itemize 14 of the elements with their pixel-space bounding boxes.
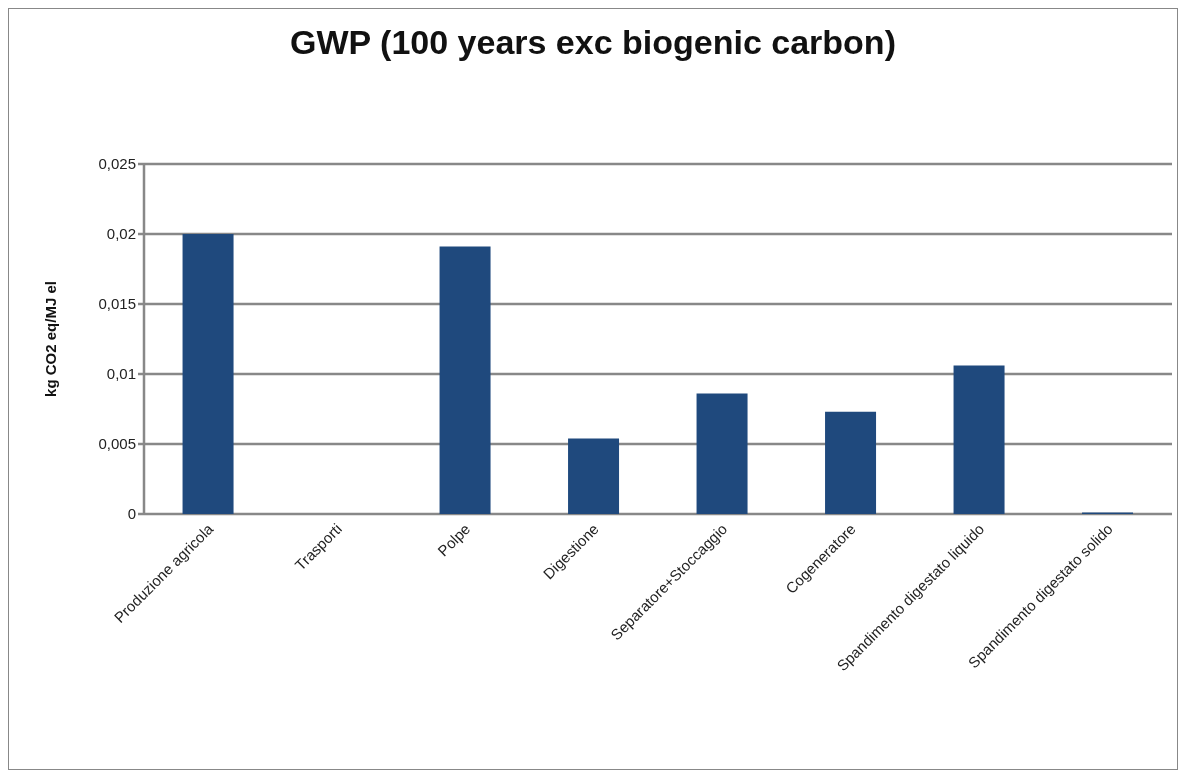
bar <box>568 438 620 514</box>
y-tick-label: 0,02 <box>106 225 136 243</box>
bar <box>696 393 748 514</box>
bar <box>182 234 234 514</box>
bar <box>825 411 877 514</box>
y-tick-label: 0 <box>127 505 136 523</box>
y-tick-label: 0,015 <box>98 295 136 313</box>
chart-title: GWP (100 years exc biogenic carbon) <box>289 23 897 62</box>
y-tick-label: 0,01 <box>106 365 136 383</box>
y-tick-label: 0,025 <box>98 155 136 173</box>
bar <box>439 246 491 514</box>
y-tick-label: 0,005 <box>98 435 136 453</box>
bar <box>953 365 1005 514</box>
y-axis-title: kg CO2 eq/MJ el <box>42 281 60 397</box>
